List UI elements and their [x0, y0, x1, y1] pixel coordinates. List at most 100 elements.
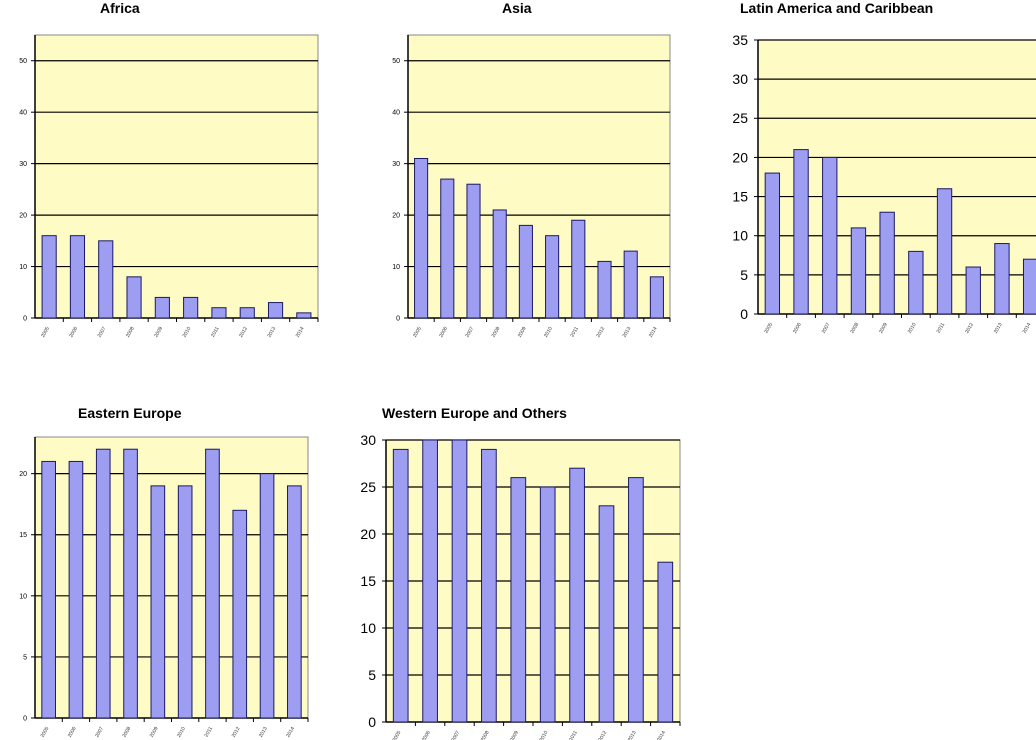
y-tick-label: 0 [740, 306, 748, 322]
bar [510, 477, 527, 723]
y-tick-label: 30 [732, 71, 748, 87]
bar [598, 505, 615, 723]
bar [205, 448, 220, 719]
bar [539, 486, 556, 723]
chart-plot: 0 10 20 30 40 50 2005 2006 2007 2008 2009 2010 2011 2… [392, 34, 671, 339]
x-tick-label: 2012 [231, 726, 242, 739]
x-tick-label: 2007 [97, 326, 108, 339]
x-tick-label: 2005 [412, 326, 423, 339]
y-tick-label: 35 [732, 32, 748, 48]
chart-title: Western Europe and Others [382, 405, 567, 421]
bar [822, 156, 838, 315]
y-tick-label: 20 [19, 213, 27, 220]
bar [628, 477, 644, 723]
bar [1022, 258, 1036, 315]
y-tick-label: 10 [19, 264, 27, 271]
x-tick-label: 2012 [964, 322, 975, 335]
chart-western-europe-and-others: Western Europe and Others 0 5 10 15 20 25 30 20… [350, 405, 690, 740]
bar [597, 260, 612, 319]
y-tick-label: 40 [392, 110, 400, 117]
x-tick-label: 2007 [464, 326, 475, 339]
bar [518, 224, 533, 319]
x-tick-label: 2014 [656, 730, 667, 740]
bar [850, 227, 867, 315]
x-tick-label: 2009 [509, 730, 520, 740]
x-tick-label: 2010 [543, 326, 554, 339]
bar [392, 448, 409, 723]
bar [908, 250, 924, 315]
bar [232, 509, 248, 719]
x-tick-label: 2009 [153, 326, 164, 339]
y-tick-label: 15 [360, 573, 376, 589]
bar [68, 460, 84, 719]
x-tick-label: 2013 [622, 326, 633, 339]
chart-plot: 0 5 10 15 20 25 30 2005 2006 2007 2008 2009 2010 2011… [360, 432, 681, 740]
bar [123, 448, 138, 719]
x-tick-label: 2013 [627, 730, 638, 740]
bar [879, 211, 895, 315]
x-tick-label: 2008 [849, 322, 860, 335]
bar [965, 266, 981, 315]
y-tick-label: 20 [19, 471, 27, 478]
bar [994, 243, 1010, 315]
x-tick-label: 2006 [421, 730, 432, 740]
bar [211, 307, 227, 319]
y-tick-label: 5 [23, 654, 27, 661]
x-tick-label: 2005 [392, 730, 403, 740]
x-tick-label: 2012 [595, 326, 606, 339]
y-tick-label: 0 [23, 315, 27, 322]
bar [414, 157, 429, 319]
bar [492, 209, 507, 319]
y-tick-label: 0 [368, 714, 376, 730]
y-tick-label: 5 [368, 667, 376, 683]
x-tick-label: 2006 [792, 322, 803, 335]
chart-title: Eastern Europe [78, 405, 182, 421]
bar [154, 296, 170, 319]
y-tick-label: 20 [360, 526, 376, 542]
chart-plot: 0 5 10 15 20 2005 2006 2007 2008 2009 2010 2011 2012… [19, 436, 309, 739]
bar [150, 485, 166, 719]
x-tick-label: 2005 [40, 326, 51, 339]
bar [296, 312, 312, 319]
bar [287, 485, 302, 719]
x-tick-label: 2011 [936, 322, 947, 335]
x-tick-label: 2010 [176, 726, 187, 739]
bar [623, 250, 638, 319]
y-tick-label: 15 [19, 532, 27, 539]
x-tick-label: 2013 [267, 326, 278, 339]
y-tick-label: 15 [732, 188, 748, 204]
bar [259, 473, 275, 719]
bar [267, 302, 284, 319]
y-tick-label: 20 [732, 149, 748, 165]
x-tick-label: 2014 [285, 726, 296, 739]
x-tick-label: 2012 [238, 326, 249, 339]
x-tick-label: 2014 [1022, 322, 1033, 335]
y-tick-label: 20 [392, 213, 400, 220]
bar [41, 460, 56, 719]
chart-eastern-europe: Eastern Europe 0 5 10 15 20 2005 2006 2007 2008 2… [0, 405, 340, 740]
x-tick-label: 2008 [491, 326, 502, 339]
bar [95, 448, 111, 719]
y-tick-label: 0 [23, 715, 27, 722]
bar [657, 561, 674, 723]
bar [69, 235, 86, 319]
bar [183, 296, 199, 319]
y-tick-label: 10 [392, 264, 400, 271]
x-tick-label: 2007 [821, 322, 832, 335]
x-tick-label: 2011 [569, 326, 580, 339]
bar [451, 439, 468, 723]
x-tick-label: 2005 [40, 726, 51, 739]
x-tick-label: 2006 [67, 726, 78, 739]
y-tick-label: 30 [360, 432, 376, 448]
bar [440, 178, 455, 319]
chart-latin-america-caribbean: Latin America and Caribbean 0 5 10 15 20 25 30… [700, 0, 1036, 345]
y-tick-label: 50 [392, 58, 400, 65]
x-tick-label: 2008 [122, 726, 133, 739]
y-tick-label: 10 [19, 593, 27, 600]
y-tick-label: 50 [19, 58, 27, 65]
x-tick-label: 2013 [993, 322, 1004, 335]
bar [793, 149, 809, 315]
bar [571, 219, 586, 319]
x-tick-label: 2014 [295, 326, 306, 339]
x-tick-label: 2011 [204, 726, 215, 739]
